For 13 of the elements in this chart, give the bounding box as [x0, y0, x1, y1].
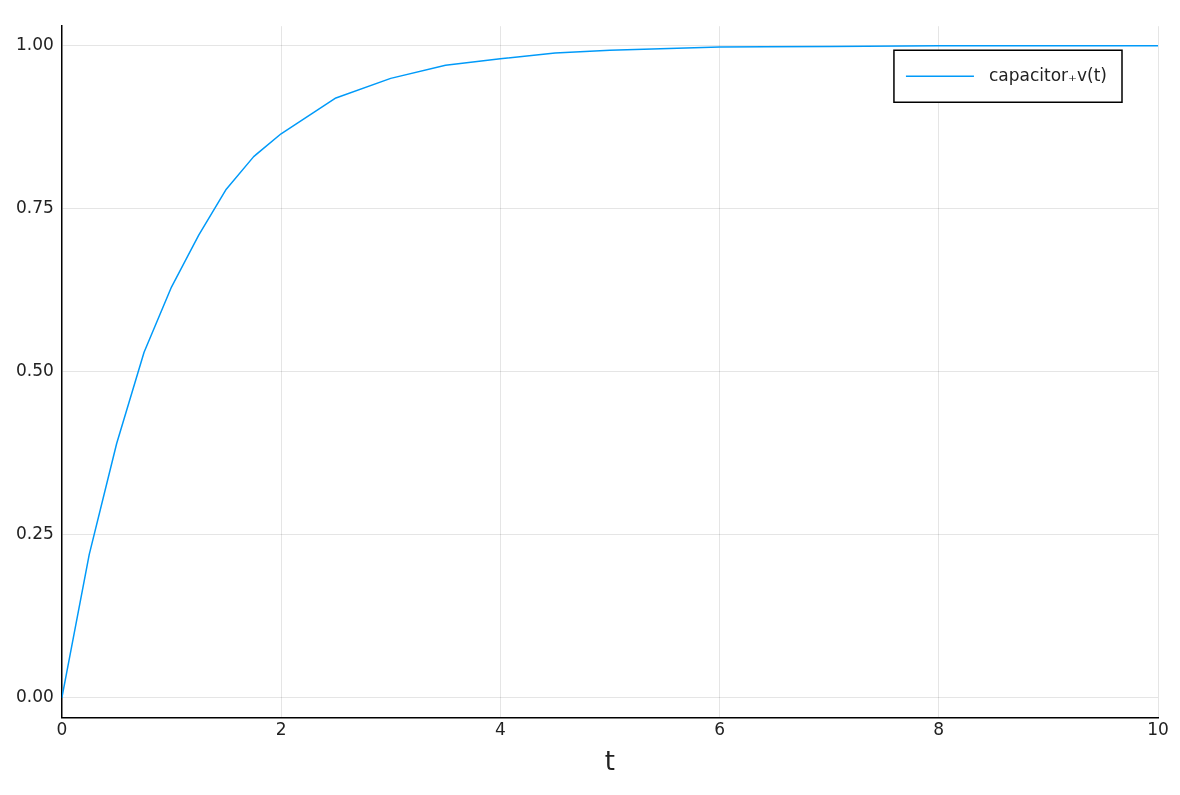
- x-tick-label: 2: [275, 719, 287, 740]
- x-tick-label: 0: [56, 719, 68, 740]
- y-tick-label: 0.00: [15, 686, 54, 707]
- x-tick-label: 4: [494, 719, 506, 740]
- y-tick-label: 1.00: [15, 34, 54, 55]
- y-tick-label: 0.25: [15, 523, 54, 544]
- x-tick-label: 8: [933, 719, 945, 740]
- y-tick-label: 0.75: [15, 197, 54, 218]
- y-tick-label: 0.50: [15, 360, 54, 381]
- legend-label: capacitor₊v(t): [988, 64, 1107, 85]
- x-axis-title: t: [604, 746, 616, 777]
- x-tick-label: 10: [1147, 719, 1169, 740]
- x-tick-label: 6: [714, 719, 725, 740]
